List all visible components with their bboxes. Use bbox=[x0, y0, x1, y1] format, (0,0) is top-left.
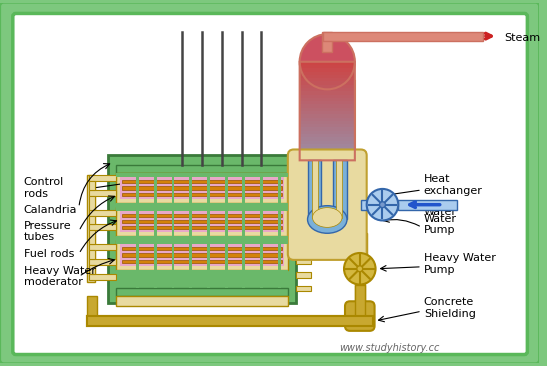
Text: www.studyhistory.cc: www.studyhistory.cc bbox=[339, 343, 440, 352]
Bar bbox=[122, 186, 282, 190]
Bar bbox=[300, 95, 355, 99]
Bar bbox=[300, 75, 355, 79]
Bar bbox=[120, 210, 284, 232]
Bar bbox=[296, 189, 311, 195]
Bar bbox=[122, 247, 282, 250]
Ellipse shape bbox=[307, 206, 347, 233]
Bar bbox=[300, 147, 355, 152]
Bar bbox=[300, 124, 355, 128]
Bar bbox=[189, 173, 192, 288]
Bar bbox=[300, 62, 355, 66]
Bar bbox=[307, 160, 321, 220]
Bar bbox=[117, 240, 288, 244]
Text: Control
rods: Control rods bbox=[24, 177, 64, 199]
Text: Steam: Steam bbox=[505, 33, 541, 43]
Bar bbox=[296, 244, 311, 250]
Bar bbox=[117, 270, 288, 274]
FancyBboxPatch shape bbox=[345, 301, 375, 331]
Bar bbox=[300, 114, 355, 119]
Bar bbox=[120, 177, 284, 199]
Ellipse shape bbox=[312, 208, 342, 227]
Bar bbox=[89, 190, 117, 196]
Bar bbox=[296, 285, 311, 291]
Bar bbox=[87, 296, 97, 316]
Bar bbox=[300, 117, 355, 122]
Bar bbox=[301, 82, 355, 239]
Bar bbox=[242, 173, 246, 288]
Bar bbox=[300, 141, 355, 145]
Bar bbox=[122, 253, 282, 257]
Bar bbox=[300, 78, 355, 82]
Ellipse shape bbox=[300, 34, 355, 89]
Bar bbox=[117, 203, 288, 207]
Bar bbox=[300, 85, 355, 89]
Bar bbox=[117, 240, 288, 270]
Bar bbox=[333, 160, 347, 220]
Bar bbox=[300, 108, 355, 112]
Bar bbox=[300, 131, 355, 135]
Bar bbox=[136, 173, 139, 288]
Bar bbox=[300, 127, 355, 132]
Bar bbox=[398, 200, 457, 210]
Bar bbox=[300, 137, 355, 142]
Bar bbox=[89, 181, 95, 190]
Bar bbox=[361, 200, 366, 210]
Bar bbox=[117, 207, 288, 210]
Bar bbox=[300, 88, 355, 92]
Bar bbox=[89, 175, 117, 181]
Bar bbox=[117, 165, 288, 173]
Bar bbox=[296, 258, 311, 264]
Bar bbox=[89, 265, 95, 274]
Bar bbox=[122, 220, 282, 223]
Text: Water
Pump: Water Pump bbox=[424, 214, 457, 235]
Bar bbox=[323, 32, 483, 41]
Bar bbox=[300, 150, 355, 155]
Bar bbox=[260, 173, 263, 288]
Bar bbox=[296, 272, 311, 278]
Bar bbox=[300, 72, 355, 76]
Text: Heavy Water
moderator: Heavy Water moderator bbox=[24, 266, 96, 287]
Bar bbox=[122, 213, 282, 217]
Bar bbox=[300, 157, 355, 161]
Circle shape bbox=[366, 189, 398, 220]
Text: Concrete
Shielding: Concrete Shielding bbox=[424, 298, 476, 319]
Bar bbox=[108, 156, 296, 303]
Bar bbox=[122, 193, 282, 196]
Bar bbox=[89, 210, 117, 216]
Bar bbox=[117, 236, 288, 240]
Bar bbox=[117, 288, 288, 296]
Bar bbox=[355, 259, 365, 316]
Bar bbox=[117, 173, 288, 177]
Bar bbox=[300, 111, 355, 115]
Bar bbox=[89, 196, 95, 210]
Text: Water: Water bbox=[424, 206, 457, 217]
Bar bbox=[172, 173, 174, 288]
FancyBboxPatch shape bbox=[288, 149, 366, 260]
Circle shape bbox=[344, 253, 376, 284]
Bar bbox=[87, 175, 95, 281]
Bar bbox=[122, 226, 282, 229]
Bar bbox=[89, 216, 95, 224]
Bar bbox=[89, 224, 117, 230]
Bar bbox=[300, 134, 355, 138]
Bar bbox=[87, 316, 365, 326]
Bar bbox=[117, 173, 288, 203]
Bar bbox=[296, 217, 311, 223]
Bar bbox=[296, 175, 311, 181]
Bar bbox=[322, 32, 332, 52]
Circle shape bbox=[380, 202, 386, 208]
Bar bbox=[122, 180, 282, 183]
Bar bbox=[89, 244, 117, 250]
Bar bbox=[296, 203, 311, 209]
Bar bbox=[89, 259, 117, 265]
Bar bbox=[117, 207, 288, 236]
Bar bbox=[355, 284, 365, 316]
FancyBboxPatch shape bbox=[13, 14, 527, 355]
Text: Fuel rods: Fuel rods bbox=[24, 249, 74, 259]
Bar bbox=[300, 154, 355, 158]
Text: Heavy Water
Pump: Heavy Water Pump bbox=[424, 253, 496, 274]
Text: Pressure
tubes: Pressure tubes bbox=[24, 220, 71, 242]
Bar bbox=[300, 104, 355, 109]
Bar bbox=[357, 233, 366, 259]
